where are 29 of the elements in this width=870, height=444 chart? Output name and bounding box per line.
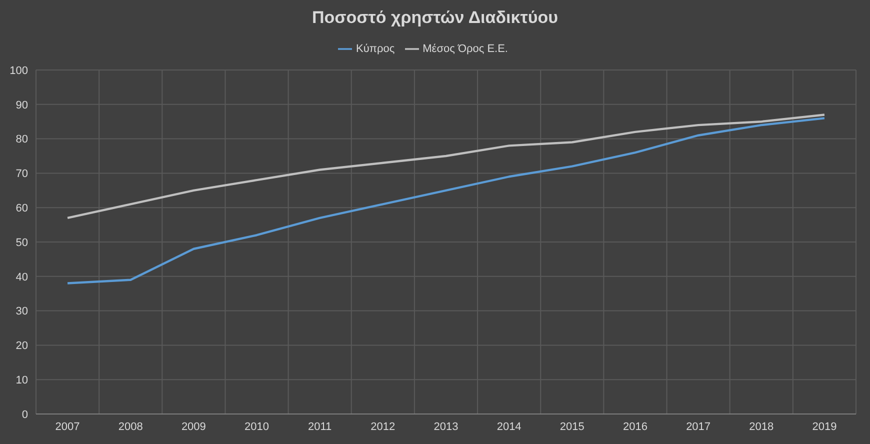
x-tick-label: 2007 [55, 420, 80, 433]
x-tick-label: 2019 [812, 420, 837, 433]
x-tick-label: 2014 [496, 420, 522, 433]
x-tick-label: 2017 [686, 420, 711, 433]
x-tick-label: 2015 [560, 420, 584, 433]
legend-label: Μέσος Όρος Ε.Ε. [422, 42, 508, 55]
x-tick-label: 2012 [370, 420, 396, 433]
y-tick-label: 60 [16, 202, 28, 215]
y-tick-label: 0 [22, 408, 28, 421]
x-tick-label: 2013 [434, 420, 458, 433]
line-series [66, 117, 826, 284]
x-tick-label: 2016 [622, 420, 648, 433]
y-tick-label: 10 [16, 374, 28, 387]
y-tick-label: 100 [10, 64, 28, 77]
x-tick-label: 2018 [749, 420, 774, 433]
legend-label: Κύπρος [356, 42, 395, 55]
y-tick-label: 30 [16, 306, 28, 318]
x-tick-label: 2009 [181, 420, 206, 433]
x-tick-label: 2008 [118, 420, 143, 433]
chart-title: Ποσοστό χρηστών Διαδικτύου [310, 8, 559, 28]
x-tick-label: 2011 [308, 420, 332, 433]
y-tick-label: 70 [16, 168, 28, 180]
y-tick-label: 20 [16, 340, 28, 352]
y-tick-label: 40 [16, 271, 28, 284]
line-series [66, 114, 826, 220]
y-tick-label: 80 [16, 134, 28, 146]
y-tick-label: 50 [16, 236, 28, 249]
x-tick-label: 2010 [244, 420, 270, 433]
y-tick-label: 90 [16, 99, 28, 112]
